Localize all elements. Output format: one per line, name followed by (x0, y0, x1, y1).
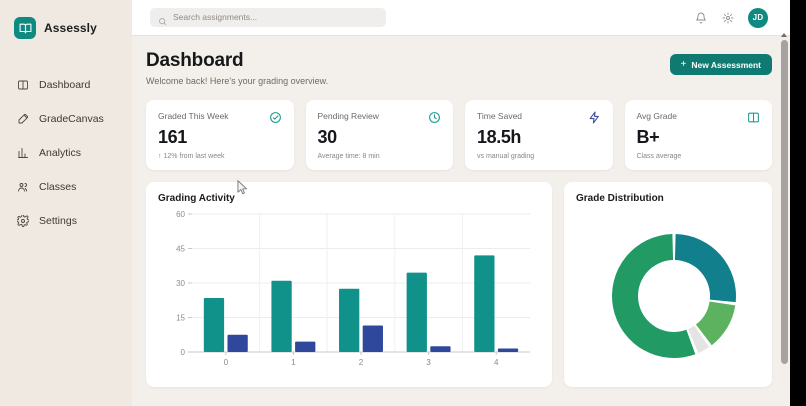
stat-footnote: Class average (636, 152, 682, 160)
bar-chart-icon (16, 147, 29, 160)
grading-activity-card: Grading Activity 0 15 30 45 60 0 1 2 3 4 (146, 181, 552, 387)
stat-value: 161 (158, 126, 187, 147)
check-circle-icon (269, 111, 282, 124)
page-header: Dashboard Welcome back! Here's your grad… (146, 50, 772, 86)
grade-distribution-chart[interactable] (576, 204, 760, 376)
stat-card-pending-review[interactable]: Pending Review 30 Average time: 8 min (305, 99, 453, 170)
users-icon (16, 181, 29, 194)
sidebar-item-label: Settings (39, 214, 77, 227)
plus-icon: + (680, 58, 687, 70)
new-assessment-label: New Assessment (691, 59, 761, 70)
sidebar-item-label: GradeCanvas (39, 112, 104, 125)
donut-slice[interactable] (612, 233, 696, 358)
avatar[interactable]: JD (748, 7, 768, 28)
svg-text:1: 1 (291, 358, 296, 367)
search-placeholder: Search assignments... (173, 12, 258, 23)
stat-label: Pending Review (317, 110, 379, 121)
svg-text:15: 15 (176, 313, 185, 322)
sidebar-item-analytics[interactable]: Analytics (0, 141, 132, 165)
sidebar-nav: Dashboard GradeCanvas Analytics (0, 73, 132, 233)
sidebar-item-gradecanvas[interactable]: GradeCanvas (0, 107, 132, 131)
stat-footnote: Average time: 8 min (317, 152, 380, 160)
search-input[interactable]: Search assignments... (150, 8, 386, 27)
stat-card-time-saved[interactable]: Time Saved 18.5h vs manual grading (465, 99, 613, 170)
sidebar-item-label: Dashboard (39, 78, 91, 91)
stat-footnote: vs manual grading (477, 152, 535, 160)
donut-slice[interactable] (688, 325, 710, 353)
scroll-up-arrow-icon[interactable] (781, 33, 787, 37)
bar-chart-svg: 0 15 30 45 60 0 1 2 3 4 (176, 210, 530, 367)
stat-label: Graded This Week (158, 110, 229, 121)
donut-slice[interactable] (674, 233, 736, 302)
donut-chart-svg (612, 233, 736, 358)
sidebar-item-classes[interactable]: Classes (0, 175, 132, 199)
sidebar-item-dashboard[interactable]: Dashboard (0, 73, 132, 97)
stat-value: 30 (317, 126, 338, 147)
new-assessment-button[interactable]: + New Assessment (669, 54, 772, 75)
book-open-icon (16, 79, 29, 92)
brand[interactable]: Assessly (0, 13, 132, 43)
charts-row: Grading Activity 0 15 30 45 60 0 1 2 3 4 Grade Di… (146, 181, 772, 387)
gear-icon[interactable] (721, 11, 734, 24)
book-open-icon (747, 111, 760, 124)
svg-text:0: 0 (224, 358, 229, 367)
sidebar-item-label: Analytics (39, 146, 82, 159)
topbar: Search assignments... JD (132, 0, 790, 36)
clock-icon (428, 111, 441, 124)
stat-card-graded-this-week[interactable]: Graded This Week 161 ↑ 12% from last wee… (146, 99, 294, 170)
svg-text:4: 4 (494, 358, 499, 367)
svg-text:30: 30 (176, 279, 185, 288)
brand-name: Assessly (44, 21, 97, 35)
svg-text:60: 60 (176, 210, 185, 219)
stat-label: Time Saved (477, 110, 523, 121)
stat-value: 18.5h (477, 126, 522, 147)
dashboard-content: Dashboard Welcome back! Here's your grad… (132, 36, 790, 406)
lightning-icon (588, 111, 601, 124)
sidebar-item-settings[interactable]: Settings (0, 209, 132, 233)
stat-label: Avg Grade (636, 110, 677, 121)
pen-tag-icon (16, 113, 29, 126)
stats-row: Graded This Week 161 ↑ 12% from last wee… (146, 99, 772, 170)
stat-value: B+ (636, 126, 660, 147)
scrollbar-thumb[interactable] (781, 40, 788, 364)
stat-footnote: ↑ 12% from last week (158, 152, 225, 160)
grade-distribution-card: Grade Distribution (564, 181, 772, 387)
sidebar: Assessly Dashboard GradeCanvas (0, 0, 132, 406)
chart-title: Grading Activity (158, 192, 235, 204)
bell-icon[interactable] (694, 11, 707, 24)
page-title: Dashboard (146, 50, 244, 71)
topbar-actions: JD (694, 7, 776, 28)
sidebar-item-label: Classes (39, 180, 77, 193)
page-subtitle: Welcome back! Here's your grading overvi… (146, 75, 329, 86)
svg-text:45: 45 (176, 244, 185, 253)
stat-card-avg-grade[interactable]: Avg Grade B+ Class average (624, 99, 772, 170)
svg-text:3: 3 (426, 358, 431, 367)
chart-title: Grade Distribution (576, 192, 664, 204)
logo-book-open-icon (14, 17, 36, 39)
svg-text:2: 2 (359, 358, 364, 367)
main-area: Search assignments... JD (132, 0, 790, 406)
grading-activity-chart[interactable]: 0 15 30 45 60 0 1 2 3 4 (158, 204, 540, 376)
donut-slice[interactable] (695, 301, 736, 345)
search-icon (158, 13, 167, 25)
gear-icon (16, 215, 29, 228)
svg-text:0: 0 (181, 348, 186, 357)
